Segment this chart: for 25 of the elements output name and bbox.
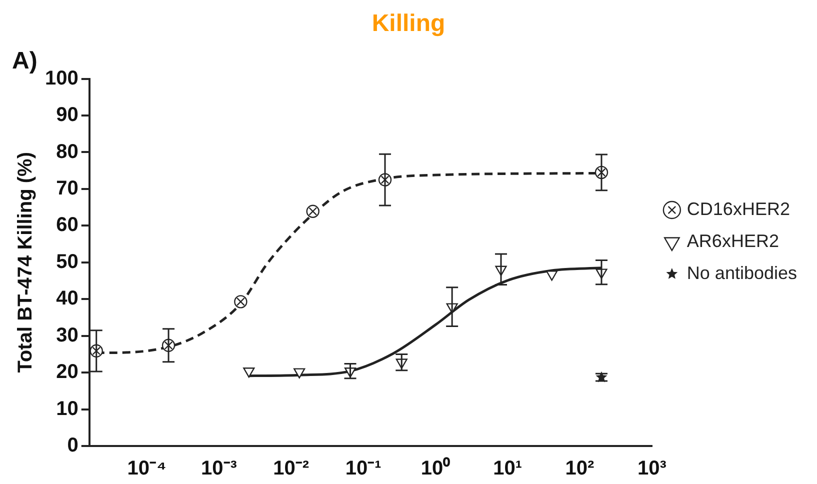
x-tick-label: 10⁻¹ [345,458,382,480]
y-tick-label: 40 [56,288,78,310]
x-tick-label: 10⁰ [420,456,450,480]
y-tick-label: 90 [56,104,78,126]
y-tick-label: 60 [56,214,78,236]
y-tick-label: 80 [56,140,78,163]
x-tick-label: 10³ [637,458,667,480]
y-tick-label: 50 [56,250,78,273]
y-tick-label: 10 [56,398,78,420]
y-tick-label: 20 [56,361,78,384]
y-tick-label: 100 [44,67,78,90]
legend-label: No antibodies [686,262,798,283]
y-tick-label: 70 [56,177,78,200]
text: A) [12,48,38,75]
y-tick-label: 30 [56,324,78,346]
x-tick-label: 10¹ [493,458,522,480]
legend-label: AR6xHER2 [686,230,779,251]
legend-label: CD16xHER2 [686,198,790,219]
x-tick-label: 10² [565,458,595,480]
x-tick-label: 10⁻² [273,458,310,480]
x-tick-label: 10⁻³ [201,458,238,480]
x-tick-label: 10⁻⁴ [127,458,166,480]
chart-title: Killing [372,10,446,38]
y-tick-label: 0 [67,434,78,457]
y-axis-title: Total BT-474 Killing (%) [14,152,37,373]
